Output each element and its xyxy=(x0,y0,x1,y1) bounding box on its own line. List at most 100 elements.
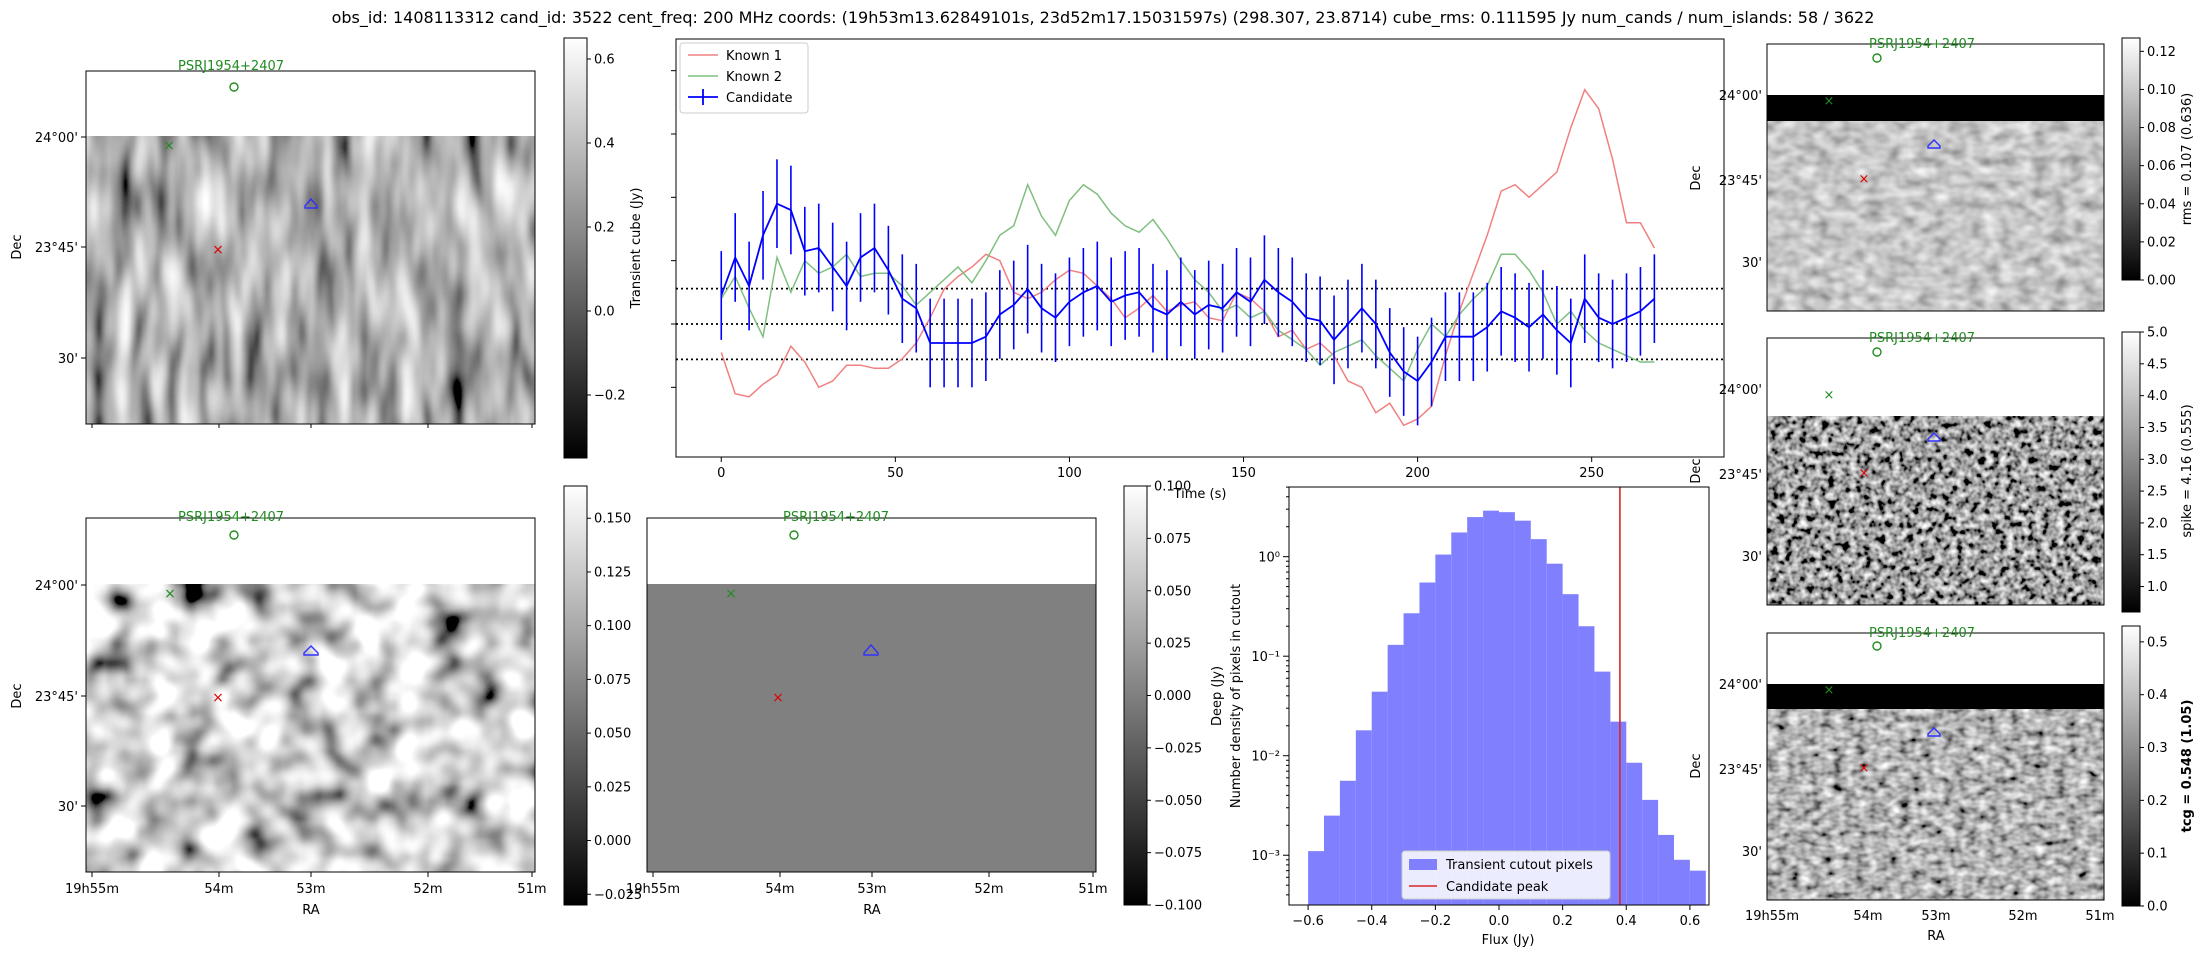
histogram-bar xyxy=(1483,510,1499,905)
y-tick-label: 10⁻¹ xyxy=(1251,650,1280,665)
colorbar-tick-label: 0.075 xyxy=(1154,532,1191,547)
colorbar-tick-label: 0.000 xyxy=(1154,689,1191,704)
deep-colorbar: −0.025 0.000 0.025 0.050 0.075 0.100 0.125 0.15… xyxy=(563,485,1225,906)
colorbar-tick-label: 3.5 xyxy=(2147,421,2168,436)
histogram-bar xyxy=(1339,780,1356,905)
histogram-bar xyxy=(1324,815,1340,905)
ra-axis-label: RA xyxy=(302,903,320,918)
histogram-bar xyxy=(1594,671,1611,905)
psr-marker-icon xyxy=(1872,641,1882,651)
colorbar-label: Transient cube (Jy) xyxy=(629,188,644,310)
spike-cutout-blank-strip xyxy=(1767,338,2104,416)
psr-label: PSRJ1954+2407 xyxy=(1869,331,1975,346)
histogram-bar xyxy=(1530,539,1547,905)
colorbar-tick-label: 0.0 xyxy=(2147,900,2168,915)
blank-ra-ticks: 19h55m 54m 53m 52m 51m xyxy=(626,872,1108,897)
dec-tick-label: 24°00' xyxy=(1719,678,1762,693)
colorbar-ticks: −0.2 0.0 0.2 0.4 0.6 xyxy=(587,53,626,404)
colorbar-tick-label: 0.075 xyxy=(594,673,631,688)
colorbar-tick-label: 0.08 xyxy=(2147,121,2176,136)
tcg-cutout-dark-band xyxy=(1767,684,2104,709)
y-tick-label: 10⁻³ xyxy=(1251,849,1280,864)
dec-tick-label: 23°45' xyxy=(35,690,78,705)
histogram-y-label: Number density of pixels in cutout xyxy=(1229,584,1244,808)
ra-tick-label: 54m xyxy=(765,882,794,897)
colorbar-ticks: 1.0 1.5 2.0 2.5 3.0 3.5 4.0 4.5 5.0 xyxy=(2140,326,2168,595)
colorbar-tick-label: 0.125 xyxy=(594,565,631,580)
legend-label-candidate: Candidate xyxy=(726,91,792,106)
histogram-bar xyxy=(1435,554,1452,905)
psr-marker-icon xyxy=(1872,53,1882,63)
x-tick-label: 200 xyxy=(1405,466,1430,481)
x-tick-label: 0.4 xyxy=(1616,914,1637,929)
psr-marker-icon xyxy=(229,82,239,92)
x-tick-label: 50 xyxy=(887,466,904,481)
ra-tick-label: 19h55m xyxy=(626,882,680,897)
colorbar-tick-label: 0.5 xyxy=(2147,635,2168,650)
series-line-candidate xyxy=(720,202,1656,383)
colorbar-tick-label: 3.0 xyxy=(2147,453,2168,468)
colorbar-tick-label: −0.025 xyxy=(1154,741,1202,756)
colorbar-tick-label: 0.6 xyxy=(594,53,615,68)
ra-tick-label: 52m xyxy=(2008,909,2037,924)
island-contour-icon xyxy=(1927,727,1941,737)
psr-marker-icon xyxy=(1872,347,1882,357)
histogram-x-label: Flux (Jy) xyxy=(1482,933,1535,948)
colorbar-tick-label: 0.2 xyxy=(2147,794,2168,809)
lightcurve-legend: Known 1 Known 2 Candidate xyxy=(679,42,809,114)
colorbar-ticks: 0.00 0.02 0.04 0.06 0.08 0.10 0.12 xyxy=(2140,45,2176,289)
transient-dec-ticks: 24°00' 23°45' 30' xyxy=(35,131,86,367)
ra-tick-label: 52m xyxy=(413,882,442,897)
psr-label: PSRJ1954+2407 xyxy=(1869,37,1975,52)
colorbar-tick-label: 0.1 xyxy=(2147,847,2168,862)
colorbar-tick-label: 0.025 xyxy=(594,780,631,795)
colorbar-ticks: 0.0 0.1 0.2 0.3 0.4 0.5 xyxy=(2140,635,2168,915)
legend-label-histogram: Transient cutout pixels xyxy=(1445,858,1593,873)
colorbar-gradient xyxy=(1123,485,1148,906)
legend-label-known1: Known 1 xyxy=(726,49,782,64)
lightcurve-x-ticks: 0 50 100 150 200 250 xyxy=(671,70,1604,481)
dec-tick-label: 24°00' xyxy=(1719,383,1762,398)
dec-axis-label: Dec xyxy=(1689,458,1704,483)
dec-tick-label: 24°00' xyxy=(35,579,78,594)
histogram-bar xyxy=(1467,517,1484,905)
colorbar-tick-label: 0.025 xyxy=(1154,637,1191,652)
colorbar-tick-label: 0.100 xyxy=(594,619,631,634)
dec-tick-label: 23°45' xyxy=(1719,763,1762,778)
histogram-bar xyxy=(1308,851,1324,905)
island-contour-icon xyxy=(1927,432,1941,442)
colorbar-tick-label: 0.4 xyxy=(2147,688,2168,703)
dec-tick-label: 23°45' xyxy=(1719,174,1762,189)
colorbar-tick-label: 0.2 xyxy=(594,221,615,236)
dec-axis-label: Dec xyxy=(1689,165,1704,190)
blank-cutout-panel: PSRJ1954+2407 × × 19h55m 54m 53m 52m 51m… xyxy=(626,480,1202,919)
series-line-known-2 xyxy=(720,182,1655,383)
blank-cutout-strip xyxy=(647,518,1096,584)
y-tick-label: 10⁻² xyxy=(1251,750,1280,765)
dec-tick-label: 24°00' xyxy=(1719,89,1762,104)
spike-dec-ticks: 24°00' 23°45' 30' xyxy=(1719,383,1762,565)
island-contour-icon xyxy=(304,197,318,209)
legend-box xyxy=(1401,850,1611,900)
colorbar-tick-label: −0.050 xyxy=(1154,794,1202,809)
ra-tick-label: 54m xyxy=(1853,909,1882,924)
dec-tick-label: 23°45' xyxy=(35,241,78,256)
ra-tick-label: 51m xyxy=(1078,882,1107,897)
blank-colorbar: −0.100 −0.075 −0.050 −0.025 0.000 0.025 0.050 0… xyxy=(1123,480,1202,914)
colorbar-tick-label: 0.050 xyxy=(594,727,631,742)
rms-colorbar: 0.00 0.02 0.04 0.06 0.08 0.10 0.12 rms = 0.107… xyxy=(2121,37,2195,289)
rms-cutout-panel: PSRJ1954+2407 × × 24°00' 23°45' 30' Dec … xyxy=(1689,37,2195,312)
colorbar-tick-label: 5.0 xyxy=(2147,326,2168,341)
tcg-cutout-image xyxy=(1767,709,2104,900)
colorbar-tick-label: 2.0 xyxy=(2147,516,2168,531)
histogram-bar xyxy=(1642,799,1659,905)
tcg-cutout-panel: PSRJ1954+2407 × × 24°00' 23°45' 30' Dec … xyxy=(1689,625,2195,944)
histogram-legend: Transient cutout pixels Candidate peak xyxy=(1401,850,1611,900)
x-tick-label: −0.6 xyxy=(1292,914,1324,929)
candidate-cross-icon: × xyxy=(212,690,224,706)
x-tick-label: 0.0 xyxy=(1489,914,1510,929)
tcg-cutout-blank-strip xyxy=(1767,633,2104,684)
dec-axis-label: Dec xyxy=(10,683,25,708)
colorbar-tick-label: 1.0 xyxy=(2147,580,2168,595)
tcg-ra-ticks: 19h55m 54m 53m 52m 51m xyxy=(1745,909,2115,924)
